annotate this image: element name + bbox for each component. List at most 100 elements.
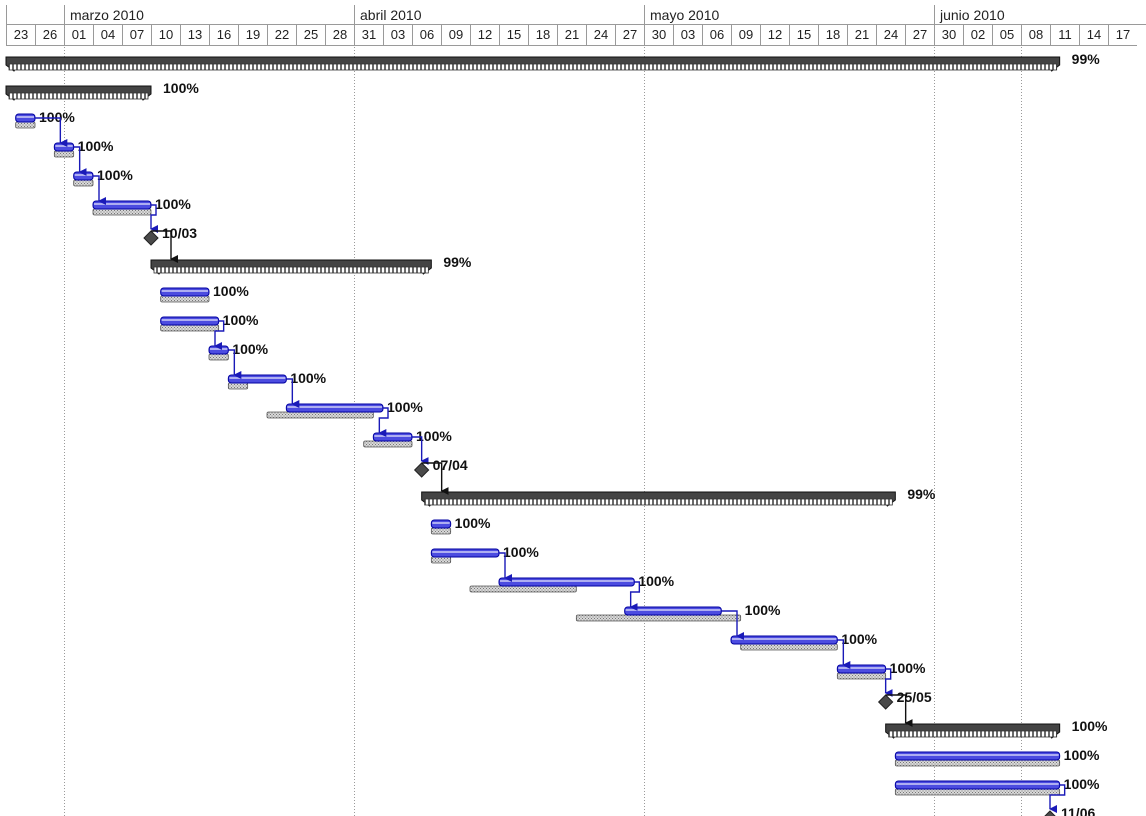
percent-complete-label: 100% [745, 602, 781, 618]
milestone-date-label: 10/03 [162, 225, 197, 241]
day-cell: 19 [238, 25, 267, 46]
day-cell: 15 [789, 25, 818, 46]
baseline-bar [469, 585, 577, 593]
task-row[interactable]: 100% [469, 573, 675, 593]
task-row[interactable]: 100% [73, 167, 134, 187]
summary-row[interactable]: 100% [5, 80, 199, 101]
milestone-diamond[interactable] [877, 694, 894, 710]
milestone-row[interactable]: 11/06 [1043, 805, 1095, 816]
percent-complete-label: 100% [213, 283, 249, 299]
summary-row[interactable]: 100% [885, 718, 1108, 739]
task-bar-highlight [625, 609, 721, 611]
task-row[interactable]: 100% [430, 515, 491, 535]
task-row[interactable]: 100% [363, 428, 453, 448]
task-bar-highlight [94, 203, 150, 205]
milestone-date-label: 07/04 [433, 457, 468, 473]
day-cell: 18 [528, 25, 557, 46]
task-bar-highlight [287, 406, 382, 408]
task-row[interactable]: 100% [430, 544, 539, 564]
task-row[interactable]: 100% [53, 138, 114, 158]
percent-complete-label: 100% [163, 80, 199, 96]
dependency-arrow [150, 204, 158, 233]
day-cell: 05 [992, 25, 1021, 46]
day-cell: 14 [1079, 25, 1108, 46]
day-cell: 16 [209, 25, 238, 46]
percent-complete-label: 100% [416, 428, 452, 444]
month-label: marzo 2010 [70, 7, 144, 23]
percent-complete-label: 100% [39, 109, 75, 125]
dependency-arrow [499, 552, 512, 582]
task-row[interactable]: 100% [894, 747, 1100, 767]
summary-row[interactable]: 99% [421, 486, 936, 507]
task-row[interactable]: 100% [92, 196, 191, 216]
dependency-arrow [286, 378, 300, 408]
task-row[interactable]: 100% [894, 776, 1100, 796]
task-row[interactable]: 100% [160, 283, 250, 303]
task-row[interactable]: 100% [160, 312, 259, 332]
task-bar-highlight [210, 348, 228, 350]
summary-baseline [8, 63, 1058, 71]
month-gridlines [64, 47, 1022, 816]
baseline-bar [208, 353, 229, 361]
month-cell: abril 2010 [354, 5, 644, 25]
task-row[interactable]: 100% [266, 399, 423, 419]
task-row[interactable]: 100% [730, 631, 878, 651]
dependency-arrow [1049, 784, 1066, 813]
dependency-arrow [151, 230, 178, 263]
day-cell: 10 [151, 25, 180, 46]
day-cell: 08 [1021, 25, 1050, 46]
baseline-bar [160, 324, 220, 332]
baseline-bar [160, 295, 210, 303]
task-bar-highlight [74, 174, 92, 176]
percent-complete-label: 100% [841, 631, 877, 647]
milestone-diamond[interactable] [143, 230, 159, 246]
percent-complete-label: 100% [78, 138, 114, 154]
percent-complete-label: 100% [290, 370, 326, 386]
dependency-links [35, 117, 1066, 813]
percent-complete-label: 100% [455, 515, 491, 531]
percent-complete-label: 100% [890, 660, 926, 676]
dependency-arrow [837, 639, 851, 669]
dependency-arrow [629, 581, 641, 611]
task-bar-highlight [55, 145, 73, 147]
day-cell: 12 [760, 25, 789, 46]
dependency-arrow [228, 349, 242, 379]
summary-row[interactable]: 99% [5, 51, 1100, 72]
baseline-bar [92, 208, 152, 216]
dependency-arrow [93, 175, 106, 205]
task-row[interactable]: 100% [836, 660, 926, 680]
task-bar-highlight [838, 667, 885, 669]
baseline-bar [363, 440, 413, 448]
day-cell: 30 [644, 25, 673, 46]
task-bar-highlight [896, 754, 1059, 756]
summary-row[interactable]: 99% [150, 254, 472, 275]
baseline-bar [53, 150, 75, 158]
baseline-bar [15, 121, 36, 129]
baseline-bar [575, 614, 742, 622]
task-row[interactable]: 100% [15, 109, 76, 129]
baseline-bar [836, 672, 887, 680]
percent-complete-label: 100% [503, 544, 539, 560]
baseline-bar [430, 556, 452, 564]
percent-complete-label: 100% [1072, 718, 1108, 734]
task-row[interactable]: 100% [227, 370, 327, 390]
task-row[interactable]: 100% [208, 341, 269, 361]
percent-complete-label: 100% [155, 196, 191, 212]
day-cell: 09 [731, 25, 760, 46]
task-bar-highlight [374, 435, 411, 437]
percent-complete-label: 99% [443, 254, 472, 270]
day-cell: 17 [1108, 25, 1137, 46]
milestone-diamond[interactable] [413, 462, 430, 478]
day-cell: 11 [1050, 25, 1079, 46]
day-cell: 31 [354, 25, 383, 46]
day-cell: 06 [412, 25, 441, 46]
percent-complete-label: 100% [232, 341, 268, 357]
milestone-diamond[interactable] [1043, 810, 1057, 816]
month-label: junio 2010 [940, 7, 1005, 23]
task-row[interactable]: 100% [575, 602, 781, 622]
day-cell: 26 [35, 25, 64, 46]
timescale-header: marzo 2010 abril 2010 mayo 2010 junio 2010 … [0, 0, 1146, 46]
task-bar-highlight [500, 580, 634, 582]
baseline-bar [227, 382, 249, 390]
